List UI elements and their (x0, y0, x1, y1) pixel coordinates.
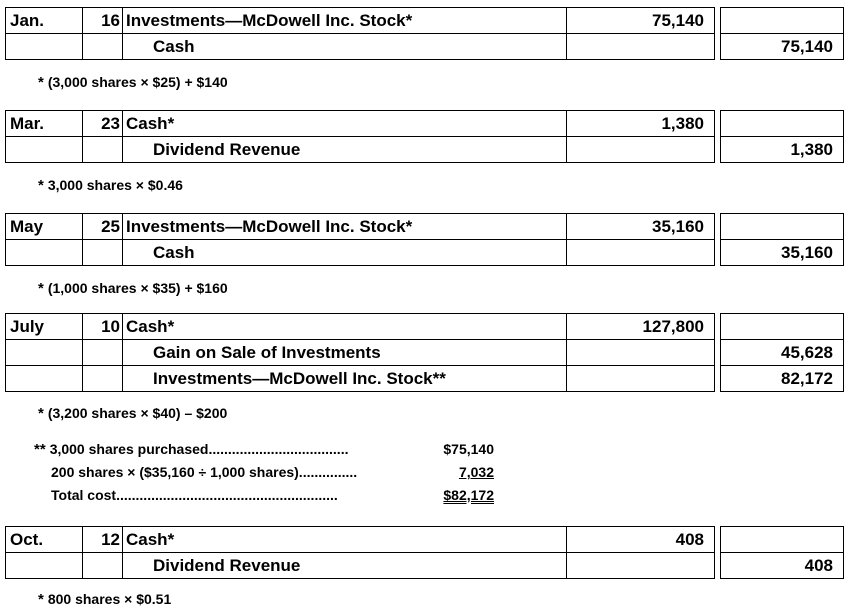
credit-account: Cash (122, 33, 567, 60)
journal-entry-may-25: May 25 Investments—McDowell Inc. Stock* … (5, 213, 844, 266)
credit-row: Dividend Revenue 408 (5, 552, 844, 579)
debit-row: Mar. 23 Cash* 1,380 (5, 110, 844, 137)
footnote-marker: * (38, 405, 44, 422)
entry-day: 12 (82, 526, 123, 553)
credit-row: Dividend Revenue 1,380 (5, 136, 844, 163)
calc-marker: ** (34, 441, 46, 458)
entry-month: July (5, 313, 83, 340)
credit-row: Cash 35,160 (5, 239, 844, 266)
entry-footnote: * 3,000 shares × $0.46 (38, 177, 183, 194)
credit-amount: 82,172 (720, 365, 844, 392)
credit-account: Dividend Revenue (122, 552, 567, 579)
entry-day: 16 (82, 7, 123, 34)
debit-account: Investments—McDowell Inc. Stock* (122, 7, 567, 34)
entry-month: May (5, 213, 83, 240)
journal-entry-jan-16: Jan. 16 Investments—McDowell Inc. Stock*… (5, 7, 844, 60)
debit-row: May 25 Investments—McDowell Inc. Stock* … (5, 213, 844, 240)
entry-month: Mar. (5, 110, 83, 137)
journal-entry-oct-12: Oct. 12 Cash* 408 Dividend Revenue 408 (5, 526, 844, 579)
footnote-marker: * (38, 74, 44, 91)
credit-amount: 45,628 (720, 339, 844, 366)
credit-amount: 408 (720, 552, 844, 579)
credit-amount: 75,140 (720, 33, 844, 60)
credit-row: Investments—McDowell Inc. Stock** 82,172 (5, 365, 844, 392)
calc-row: ** 3,000 shares purchased................… (34, 438, 494, 461)
debit-amount: 127,800 (566, 313, 715, 340)
debit-account: Cash* (122, 526, 567, 553)
debit-amount: 408 (566, 526, 715, 553)
credit-account: Dividend Revenue (122, 136, 567, 163)
debit-row: July 10 Cash* 127,800 (5, 313, 844, 340)
calc-label: 3,000 shares purchased..................… (49, 441, 349, 457)
debit-account: Cash* (122, 313, 567, 340)
calc-amount: $75,140 (443, 441, 494, 457)
debit-account: Investments—McDowell Inc. Stock* (122, 213, 567, 240)
debit-amount: 1,380 (566, 110, 715, 137)
entry-footnote: * (1,000 shares × $35) + $160 (38, 280, 228, 297)
calc-row: 200 shares × ($35,160 ÷ 1,000 shares)...… (34, 461, 494, 484)
entry-day: 25 (82, 213, 123, 240)
entry-footnote: * 800 shares × $0.51 (38, 591, 172, 608)
calc-amount: $82,172 (443, 487, 494, 503)
debit-row: Jan. 16 Investments—McDowell Inc. Stock*… (5, 7, 844, 34)
footnote-marker: * (38, 591, 44, 608)
credit-account: Cash (122, 239, 567, 266)
entry-footnote: * (3,200 shares × $40) – $200 (38, 405, 228, 422)
calc-label: Total cost..............................… (51, 487, 338, 503)
entry-month: Oct. (5, 526, 83, 553)
credit-amount: 1,380 (720, 136, 844, 163)
journal-entry-mar-23: Mar. 23 Cash* 1,380 Dividend Revenue 1,3… (5, 110, 844, 163)
entry-day: 10 (82, 313, 123, 340)
calc-amount: 7,032 (458, 464, 494, 480)
credit-row: Cash 75,140 (5, 33, 844, 60)
footnote-marker: * (38, 177, 44, 194)
journal-entry-july-10: July 10 Cash* 127,800 Gain on Sale of In… (5, 313, 844, 392)
entry-footnote: * (3,000 shares × $25) + $140 (38, 74, 228, 91)
cost-calculation: ** 3,000 shares purchased................… (34, 438, 494, 507)
debit-account: Cash* (122, 110, 567, 137)
calc-row: Total cost..............................… (34, 484, 494, 507)
credit-account: Gain on Sale of Investments (122, 339, 567, 366)
credit-amount: 35,160 (720, 239, 844, 266)
credit-row: Gain on Sale of Investments 45,628 (5, 339, 844, 366)
footnote-marker: * (38, 280, 44, 297)
entry-month: Jan. (5, 7, 83, 34)
credit-account: Investments—McDowell Inc. Stock** (122, 365, 567, 392)
debit-amount: 75,140 (566, 7, 715, 34)
debit-row: Oct. 12 Cash* 408 (5, 526, 844, 553)
calc-label: 200 shares × ($35,160 ÷ 1,000 shares)...… (51, 464, 358, 480)
entry-day: 23 (82, 110, 123, 137)
debit-amount: 35,160 (566, 213, 715, 240)
